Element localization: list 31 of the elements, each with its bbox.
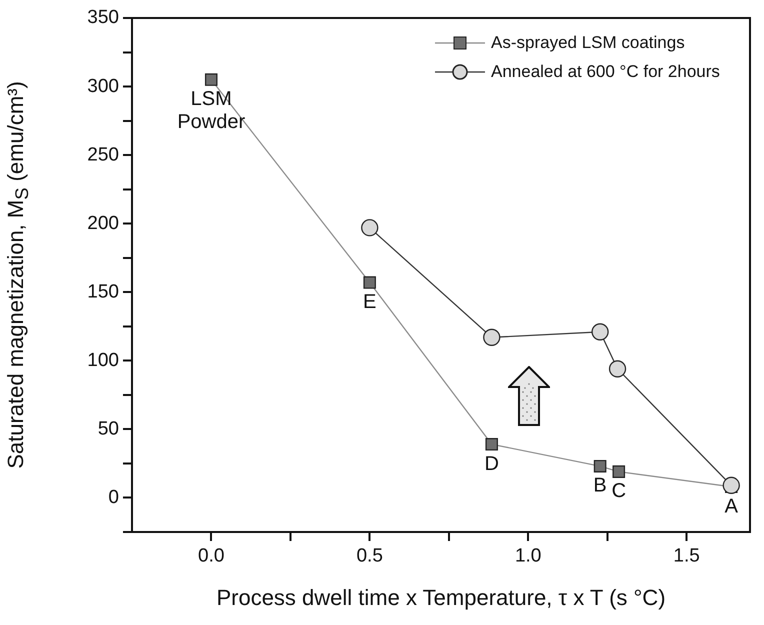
annotation: A [724, 495, 739, 518]
y-tick-label: 100 [87, 350, 119, 371]
y-tick-label: 300 [87, 76, 119, 97]
x-tick-label: 1.0 [514, 546, 542, 567]
y-tick-label: 50 [98, 418, 119, 440]
point [363, 276, 376, 289]
y-tick-label: 250 [87, 144, 119, 166]
y-tick-label: 350 [87, 7, 119, 28]
y-tick-label: 150 [87, 281, 119, 302]
point [612, 465, 626, 478]
x-tick-label: 0.0 [198, 546, 224, 567]
point [485, 438, 498, 451]
point [722, 476, 740, 494]
annotation: C [612, 480, 626, 502]
y-tick-label: 200 [87, 212, 119, 234]
point [204, 73, 218, 86]
annotation: LSM Powder [177, 88, 246, 134]
x-tick-label: 1.5 [673, 546, 700, 567]
point [608, 360, 626, 378]
point [483, 328, 500, 346]
annotation: B [593, 474, 607, 497]
annotation: D [484, 452, 499, 475]
annotation: E [363, 291, 376, 314]
y-tick-label: 0 [108, 486, 119, 508]
x-tick-label: 0.5 [356, 546, 383, 567]
x-axis-title: Process dwell time x Temperature, τ x T (s °C) [215, 585, 667, 611]
point [594, 460, 606, 472]
point [591, 323, 609, 340]
legend-label: Annealed at 600 °C for 2hours [491, 62, 720, 82]
legend-label: As-sprayed LSM coatings [491, 32, 685, 52]
point [361, 219, 378, 236]
